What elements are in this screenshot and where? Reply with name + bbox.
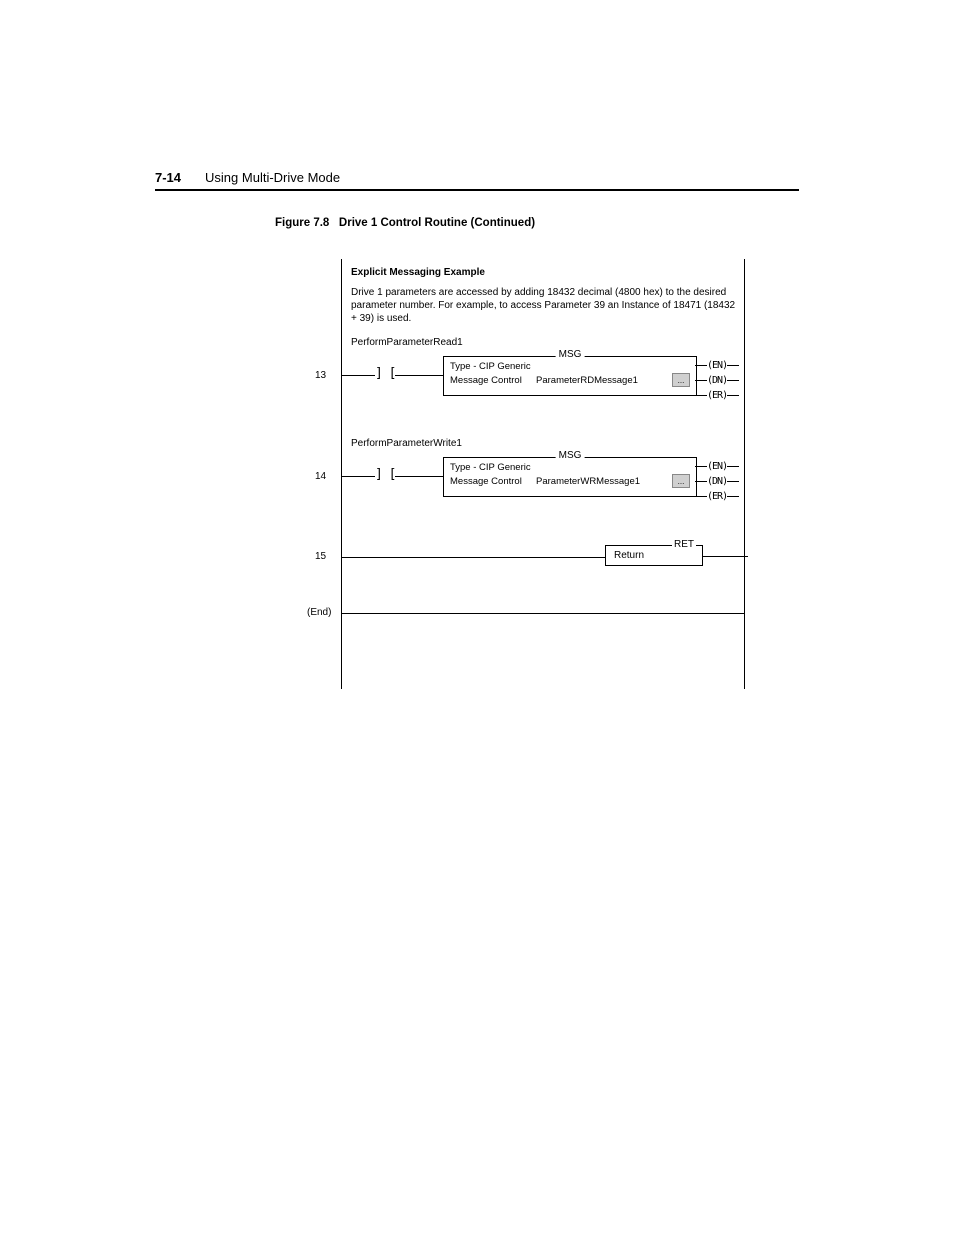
msg-field-value: ParameterRDMessage1 xyxy=(536,375,668,386)
wire xyxy=(341,476,375,477)
output-pins: (EN) (DN) (ER) xyxy=(695,358,739,403)
dn-output: (DN) xyxy=(707,375,727,386)
er-output: (ER) xyxy=(707,390,727,401)
rung-13: 13 ] [ MSG Type - CIP Generic Message Co… xyxy=(315,348,745,416)
rung-tag: PerformParameterRead1 xyxy=(351,337,745,348)
end-wire xyxy=(341,613,745,614)
rung-tag: PerformParameterWrite1 xyxy=(351,438,745,449)
ellipsis-button[interactable]: ... xyxy=(672,474,690,488)
wire xyxy=(341,557,605,558)
ret-label: Return xyxy=(614,550,644,561)
msg-instruction: MSG Type - CIP Generic Message Control P… xyxy=(443,457,697,497)
wire xyxy=(341,375,375,376)
rung-14: 14 ] [ MSG Type - CIP Generic Message Co… xyxy=(315,449,745,517)
rung-number: 13 xyxy=(315,370,326,381)
msg-field-label: Message Control xyxy=(450,476,536,487)
page-number: 7-14 xyxy=(155,170,181,185)
figure-caption: Figure 7.8 Drive 1 Control Routine (Cont… xyxy=(275,217,799,229)
msg-type: Type - CIP Generic xyxy=(450,361,690,372)
en-output: (EN) xyxy=(707,360,727,371)
caption-text: Drive 1 Control Routine (Continued) xyxy=(339,217,535,229)
msg-instruction: MSG Type - CIP Generic Message Control P… xyxy=(443,356,697,396)
msg-title: MSG xyxy=(556,450,585,461)
page-content: 7-14 Using Multi-Drive Mode Figure 7.8 D… xyxy=(0,0,954,637)
rung-number: 14 xyxy=(315,471,326,482)
msg-field-label: Message Control xyxy=(450,375,536,386)
section-description: Drive 1 parameters are accessed by addin… xyxy=(351,286,737,325)
end-label: (End) xyxy=(307,607,331,618)
ret-instruction: RET Return xyxy=(605,545,703,566)
en-output: (EN) xyxy=(707,461,727,472)
end-rung: (End) xyxy=(315,607,745,637)
caption-prefix: Figure 7.8 xyxy=(275,217,329,229)
er-output: (ER) xyxy=(707,491,727,502)
ellipsis-button[interactable]: ... xyxy=(672,373,690,387)
msg-type: Type - CIP Generic xyxy=(450,462,690,473)
xio-contact: ] [ xyxy=(375,366,395,381)
page-title: Using Multi-Drive Mode xyxy=(205,170,340,185)
wire xyxy=(395,476,443,477)
wire xyxy=(702,556,748,557)
msg-title: MSG xyxy=(556,349,585,360)
rung-number: 15 xyxy=(315,551,326,562)
page-header: 7-14 Using Multi-Drive Mode xyxy=(155,170,799,191)
dn-output: (DN) xyxy=(707,476,727,487)
ret-title: RET xyxy=(672,539,696,550)
section-title: Explicit Messaging Example xyxy=(351,259,745,278)
wire xyxy=(395,375,443,376)
output-pins: (EN) (DN) (ER) xyxy=(695,459,739,504)
xio-contact: ] [ xyxy=(375,467,395,482)
ladder-diagram: Explicit Messaging Example Drive 1 param… xyxy=(315,259,745,637)
msg-field-value: ParameterWRMessage1 xyxy=(536,476,668,487)
rung-15: 15 RET Return xyxy=(315,537,745,587)
